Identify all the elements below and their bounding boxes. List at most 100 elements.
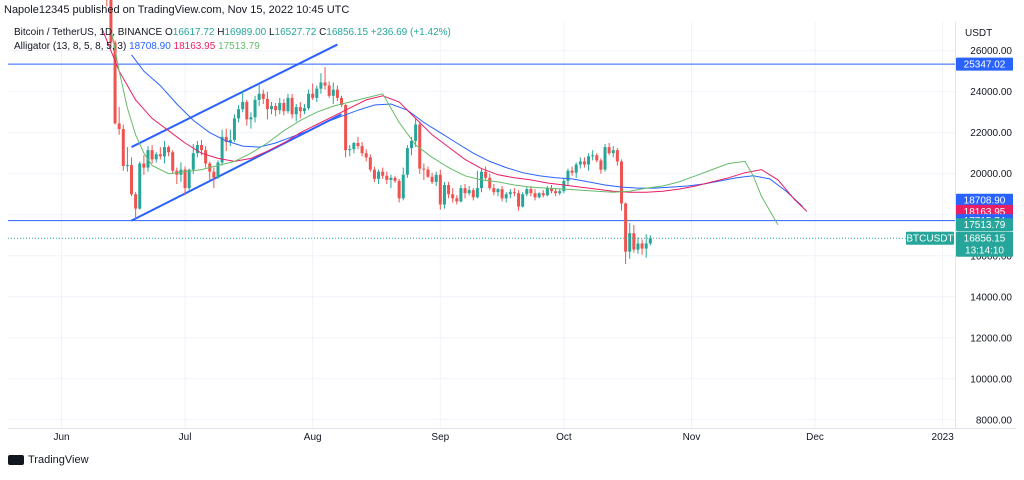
tradingview-footer[interactable]: TradingView (8, 454, 89, 466)
candle (171, 150, 175, 174)
candle-body (607, 147, 611, 154)
channel-upper-line (131, 43, 338, 148)
candle-body (134, 194, 138, 209)
horizontal-lines[interactable] (8, 63, 955, 222)
tradingview-brand: TradingView (28, 454, 89, 466)
candle (125, 147, 129, 172)
candle-body (426, 169, 430, 177)
candle-body (566, 170, 570, 181)
candle-body (245, 101, 249, 120)
candle-body (512, 192, 516, 194)
candle (228, 129, 232, 147)
candle-body (475, 188, 479, 198)
low-label: L (269, 27, 275, 38)
candle-body (644, 243, 648, 249)
candle-body (603, 147, 607, 170)
candle-body (278, 102, 282, 111)
candle (414, 118, 418, 148)
candle-body (327, 85, 331, 96)
price-badge: 25347.02 (956, 57, 1013, 71)
candle (381, 167, 385, 179)
candle-body (121, 129, 125, 166)
candle-body (611, 150, 615, 154)
candle (624, 202, 628, 264)
candle (558, 189, 562, 196)
candle-body (237, 109, 241, 119)
candle (109, 0, 113, 46)
candle (488, 173, 492, 191)
candle (438, 169, 442, 210)
candle-body (570, 170, 574, 173)
candle (574, 162, 578, 178)
candle-body (282, 102, 286, 112)
candle-body (418, 124, 422, 169)
candle (570, 166, 574, 176)
candle-body (496, 189, 500, 193)
candle (117, 107, 121, 135)
candle-body (142, 163, 146, 168)
candle-body (257, 93, 261, 100)
candle-body (410, 140, 414, 149)
candle-body (315, 88, 319, 98)
candle-body (401, 174, 405, 199)
candle (134, 192, 138, 221)
alligator-teeth-line (102, 30, 808, 212)
candle-body (335, 89, 339, 98)
time-axis[interactable]: Jun Jul Aug Sep Oct Nov Dec 2023 (53, 432, 954, 443)
symbol-tag-text: BTCUSDT (906, 234, 953, 245)
candle-body (158, 154, 162, 157)
candle (150, 145, 154, 164)
candle-body (191, 153, 195, 170)
candle (554, 188, 558, 197)
candle (533, 189, 537, 201)
candle-body (377, 171, 381, 179)
candle-body (582, 161, 586, 165)
candle (216, 160, 220, 179)
candle (352, 141, 356, 154)
publisher-line: Napole12345 published on TradingView.com… (4, 4, 350, 16)
close-value: 16856.15 (326, 27, 369, 38)
candle (138, 161, 142, 210)
candle-body (372, 169, 376, 179)
alligator-jaw-value: 18708.90 (129, 41, 171, 52)
candle-body (117, 123, 121, 130)
candle-body (554, 191, 558, 194)
time-tick-label: Jun (53, 432, 69, 443)
candle (311, 83, 315, 100)
candle-body (492, 188, 496, 193)
candle (434, 171, 438, 187)
price-tick-label: 8000.00 (976, 415, 1013, 426)
candle-body (500, 189, 504, 199)
candle-body (294, 107, 298, 115)
candle (447, 181, 451, 199)
candle (261, 89, 265, 105)
candle (278, 97, 282, 115)
candle-body (463, 188, 467, 194)
candle (245, 99, 249, 126)
symbol-tag: BTCUSDT (906, 231, 954, 245)
alligator-legend[interactable]: Alligator (13, 8, 5, 8, 5, 3) 18708.90 1… (14, 41, 260, 52)
candle (167, 145, 171, 157)
candle (537, 192, 541, 199)
candle-body (204, 150, 208, 164)
time-tick-label: Oct (556, 432, 572, 443)
candle-body (368, 157, 372, 170)
candle (241, 90, 245, 113)
candle (232, 114, 236, 142)
candle (619, 159, 623, 211)
price-tick-label: 14000.00 (970, 292, 1012, 303)
candle-body (636, 243, 640, 250)
candle (393, 175, 397, 183)
candle-body (595, 155, 599, 161)
high-value: 16989.00 (224, 27, 267, 38)
candle-body (578, 161, 582, 165)
alligator-lines (102, 28, 808, 225)
candle-body (471, 190, 475, 198)
candle-body (212, 171, 216, 178)
candle (286, 93, 290, 114)
candle-body (360, 146, 364, 154)
